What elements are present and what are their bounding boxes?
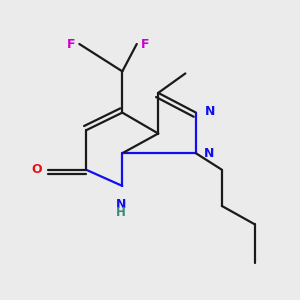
Text: N: N	[204, 147, 214, 160]
Text: N: N	[116, 198, 126, 211]
Text: F: F	[66, 38, 75, 50]
Text: N: N	[205, 105, 215, 118]
Text: O: O	[31, 163, 42, 176]
Text: F: F	[141, 38, 150, 50]
Text: H: H	[116, 206, 126, 219]
